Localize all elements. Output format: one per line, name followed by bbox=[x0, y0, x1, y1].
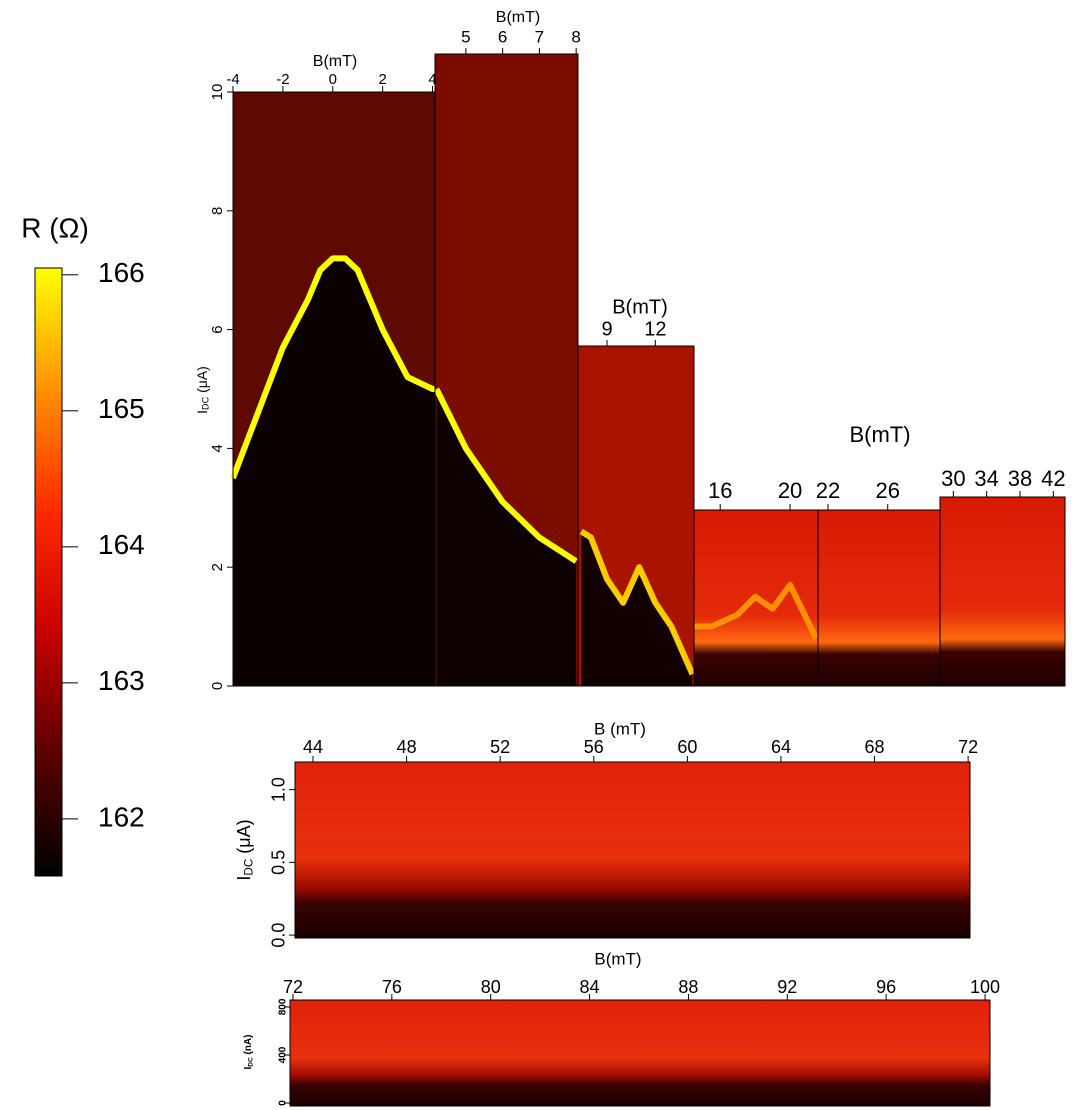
x-tick-label: 30 bbox=[941, 466, 965, 491]
critical-current-ridge bbox=[230, 255, 436, 480]
x-tick-label: 5 bbox=[461, 27, 470, 46]
x-tick-label: 38 bbox=[1008, 466, 1032, 491]
y-tick-label: 10 bbox=[209, 84, 226, 101]
x-tick-label: 80 bbox=[481, 977, 501, 997]
panel-frame bbox=[289, 999, 991, 1107]
x-tick-label: 60 bbox=[677, 737, 697, 757]
critical-current-ridge bbox=[579, 528, 696, 676]
colorbar bbox=[34, 267, 63, 877]
y-axis-label-main: I bbox=[234, 876, 254, 881]
panel: 72 76 80 84 88 92 96 100 0 400 800 B(mT) IDC (nA) bbox=[243, 949, 1000, 1107]
x-tick-label: 56 bbox=[584, 737, 604, 757]
y-tick-label: 800 bbox=[278, 998, 289, 1015]
panel: 16 20 B(mT) bbox=[693, 422, 911, 687]
panel: 5 6 7 8 B(mT) bbox=[433, 9, 581, 687]
x-tick-label: 34 bbox=[974, 466, 998, 491]
y-tick-label: 0.5 bbox=[269, 850, 289, 875]
x-tick-label: 16 bbox=[708, 478, 732, 503]
x-tick-label: 9 bbox=[601, 318, 612, 340]
superconducting-region bbox=[581, 531, 693, 686]
x-tick-label: 72 bbox=[283, 977, 303, 997]
y-tick-label: 1.0 bbox=[269, 777, 289, 802]
x-tick-label: 92 bbox=[777, 977, 797, 997]
x-tick-label: 8 bbox=[571, 27, 580, 46]
superconducting-region bbox=[436, 389, 577, 686]
y-tick-label: 0 bbox=[209, 682, 226, 690]
x-tick-label: 72 bbox=[958, 737, 978, 757]
panel: -4 -2 0 2 4 0 2 4 6 8 10 B(mT) IDC (μA) bbox=[194, 53, 437, 690]
panel-frame bbox=[294, 761, 971, 939]
y-tick-label: 6 bbox=[209, 325, 226, 333]
panel: 22 26 bbox=[816, 478, 941, 687]
x-axis-label: B(mT) bbox=[594, 949, 641, 968]
x-tick-label: 7 bbox=[535, 27, 544, 46]
y-tick-label: 4 bbox=[209, 444, 226, 452]
x-tick-label: 26 bbox=[875, 478, 899, 503]
y-axis-label: IDC (nA) bbox=[243, 1035, 255, 1070]
colorbar-tick-label: 166 bbox=[98, 257, 145, 288]
x-tick-label: 42 bbox=[1041, 466, 1065, 491]
x-tick-label: 100 bbox=[970, 977, 1000, 997]
y-axis-label-unit: (nA) bbox=[243, 1035, 254, 1058]
x-tick-label: 2 bbox=[378, 71, 386, 88]
x-tick-label: -2 bbox=[276, 71, 289, 88]
y-axis-label-unit: (μA) bbox=[234, 819, 254, 858]
y-axis-label: IDC (μA) bbox=[234, 819, 256, 880]
y-tick-label: 0 bbox=[278, 1100, 289, 1106]
x-axis-label: B (mT) bbox=[594, 719, 646, 738]
y-tick-label: 8 bbox=[209, 207, 226, 215]
y-axis-label-sub: DC bbox=[247, 1057, 254, 1067]
x-tick-label: 84 bbox=[580, 977, 600, 997]
colorbar-tick-label: 165 bbox=[98, 393, 145, 424]
y-axis-label-unit: (μA) bbox=[194, 366, 210, 397]
y-axis-label-main: I bbox=[194, 410, 210, 414]
y-tick-label: 2 bbox=[209, 563, 226, 571]
x-tick-label: 88 bbox=[678, 977, 698, 997]
x-tick-label: -4 bbox=[226, 71, 239, 88]
y-axis-label-sub: DC bbox=[243, 859, 256, 876]
x-tick-label: 22 bbox=[816, 478, 840, 503]
x-axis-label: B(mT) bbox=[849, 422, 910, 447]
colorbar-tick-label: 162 bbox=[98, 801, 145, 832]
panel: 30 34 38 42 bbox=[939, 466, 1066, 687]
x-axis-label: B(mT) bbox=[496, 9, 540, 26]
x-axis-label: B(mT) bbox=[313, 53, 357, 70]
x-tick-label: 96 bbox=[876, 977, 896, 997]
x-tick-label: 12 bbox=[644, 318, 666, 340]
colorbar-tick-label: 164 bbox=[98, 529, 145, 560]
heatmap-background bbox=[295, 762, 970, 938]
x-axis-label: B(mT) bbox=[612, 296, 668, 318]
heatmap-background bbox=[940, 497, 1065, 686]
x-tick-label: 76 bbox=[382, 977, 402, 997]
x-tick-label: 48 bbox=[397, 737, 417, 757]
x-tick-label: 6 bbox=[498, 27, 507, 46]
panel-frame bbox=[939, 496, 1066, 687]
y-tick-label: 0.0 bbox=[269, 923, 289, 948]
x-tick-label: 0 bbox=[329, 71, 337, 88]
superconducting-region bbox=[233, 258, 435, 686]
critical-current-ridge bbox=[694, 581, 819, 640]
heatmap-background bbox=[290, 1000, 990, 1106]
heatmap-background bbox=[818, 510, 940, 686]
x-tick-label: 20 bbox=[778, 478, 802, 503]
y-axis-label: IDC (μA) bbox=[194, 366, 211, 414]
colorbar-title: R (Ω) bbox=[21, 212, 89, 243]
x-tick-label: 68 bbox=[865, 737, 885, 757]
panel: 9 12B(mT) bbox=[577, 296, 696, 687]
critical-current-ridge bbox=[433, 387, 578, 564]
x-tick-label: 4 bbox=[428, 71, 436, 88]
y-axis-label-sub: DC bbox=[201, 396, 211, 410]
panel: 44 48 52 56 60 64 68 72 0.0 0.5 1.0 B (mT) IDC (μA) bbox=[234, 719, 978, 947]
x-tick-label: 64 bbox=[771, 737, 791, 757]
y-tick-label: 400 bbox=[278, 1046, 289, 1063]
y-axis-label-main: I bbox=[243, 1066, 254, 1069]
colorbar-tick-label: 163 bbox=[98, 665, 145, 696]
x-tick-label: 44 bbox=[303, 737, 323, 757]
x-tick-label: 52 bbox=[490, 737, 510, 757]
